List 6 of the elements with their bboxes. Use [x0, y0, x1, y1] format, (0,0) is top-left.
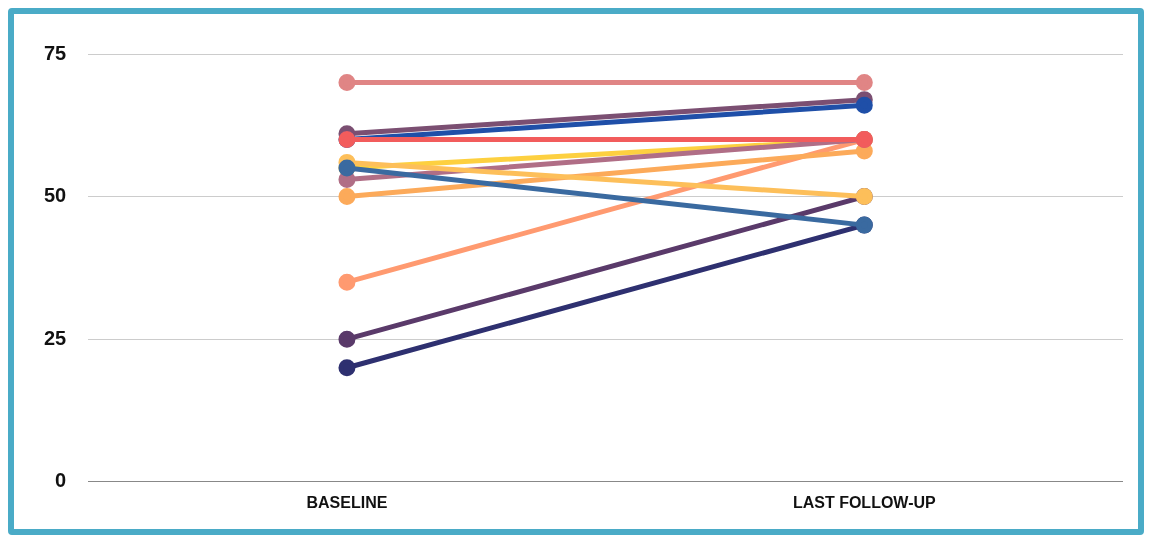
y-tick-label: 25	[44, 326, 67, 349]
x-tick-label: LAST FOLLOW-UP	[792, 493, 937, 511]
y-tick-label: 0	[55, 469, 67, 492]
x-tick-label: BASELINE	[306, 493, 388, 511]
y-tick-label: 75	[44, 41, 67, 64]
y-tick-label: 50	[44, 184, 67, 207]
